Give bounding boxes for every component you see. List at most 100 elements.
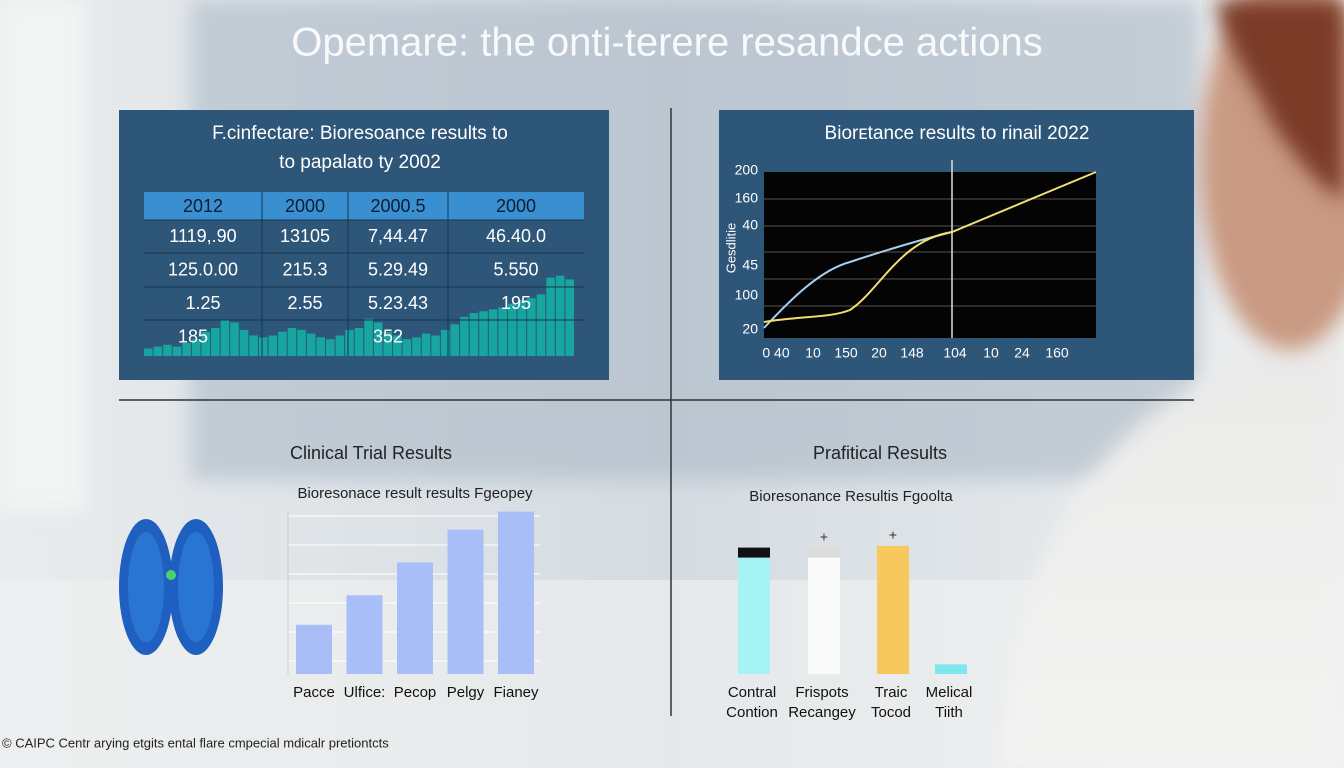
hair: [1215, 0, 1344, 200]
table-cell: 352: [373, 326, 403, 346]
y-tick-label: 100: [735, 287, 759, 303]
bar-cap: [808, 547, 840, 558]
histogram-bar: [393, 335, 402, 356]
person: [1000, 0, 1344, 768]
table-cell: 185: [178, 326, 208, 346]
x-tick-label: Contion: [726, 704, 778, 721]
x-tick-label: 10: [983, 345, 999, 361]
bar-marker: +: [820, 528, 828, 544]
histogram-bar: [163, 344, 172, 356]
brain-detail: [128, 532, 164, 642]
x-tick-label: Fianey: [493, 684, 539, 701]
bar: [738, 547, 770, 674]
bar: [877, 546, 909, 674]
chart-subtitle: Bioresonace result results Fgeopey: [297, 485, 533, 502]
x-tick-label: Pacce: [293, 684, 335, 701]
histogram-bar: [239, 329, 249, 356]
x-tick-label: Recangey: [788, 704, 856, 721]
histogram-bar: [536, 294, 546, 356]
histogram-bar: [421, 333, 431, 356]
histogram-bar: [316, 337, 325, 356]
table-cell: 5.550: [493, 259, 538, 279]
y-tick-label: 20: [742, 321, 758, 337]
x-tick-label: 148: [900, 345, 924, 361]
bar: [447, 529, 484, 674]
histogram-bar: [431, 335, 440, 356]
histogram-bar: [412, 337, 421, 356]
y-axis-label: Gesdlitie: [723, 223, 738, 274]
histogram-bar: [268, 335, 278, 356]
histogram-bar: [354, 328, 364, 356]
histogram-bar: [220, 320, 230, 356]
line-panel: Biorᴇtance results to rinail 2022 Gesdli…: [719, 110, 1194, 380]
bar: [346, 595, 383, 674]
bar: [397, 562, 433, 674]
brain-icon: [119, 519, 223, 655]
histogram-bar: [479, 311, 488, 356]
y-tick-label: 160: [735, 190, 759, 206]
histogram-bar: [144, 348, 153, 356]
x-tick-label: Tocod: [871, 704, 911, 721]
histogram-bar: [230, 322, 239, 356]
x-tick-label: Melical: [926, 684, 973, 701]
histogram-bar: [249, 335, 258, 356]
histogram-bar: [450, 324, 460, 356]
histogram-bar: [191, 339, 201, 356]
x-tick-label: 104: [943, 345, 967, 361]
chart-title: Clinical Trial Results: [290, 443, 452, 463]
histogram-bar: [565, 279, 574, 356]
histogram-bar: [306, 333, 316, 356]
x-tick-label: 0 40: [762, 345, 789, 361]
panel-title: F.cinfectare: Bioresoance results to: [212, 123, 508, 144]
histogram-bar: [211, 328, 220, 356]
table-cell: 195: [501, 293, 531, 313]
histogram-bar: [287, 328, 297, 356]
panel-title: to papalato ty 2002: [279, 152, 441, 173]
histogram-bar: [469, 313, 479, 356]
table-header-cell: 2000: [285, 196, 325, 216]
table-cell: 13105: [280, 226, 330, 246]
table-header-cell: 2000.5: [370, 196, 425, 216]
table-cell: 7,44.47: [368, 226, 428, 246]
bar: [498, 511, 534, 674]
x-tick-label: Tiith: [935, 704, 963, 721]
table-header-cell: 2000: [496, 196, 536, 216]
y-tick-label: 45: [742, 257, 758, 273]
curve: [763, 171, 1097, 323]
histogram-bar: [373, 322, 383, 356]
y-tick-label: 200: [735, 162, 759, 178]
x-tick-label: 150: [834, 345, 858, 361]
wall: [0, 0, 85, 510]
plot-area: [764, 172, 1096, 338]
table-cell: 125.0.00: [168, 259, 238, 279]
brain-spot: [166, 570, 176, 580]
table-cell: 215.3: [282, 259, 327, 279]
x-tick-label: Frispots: [795, 684, 848, 701]
table-cell: 46.40.0: [486, 226, 546, 246]
histogram-bar: [278, 331, 287, 356]
bar-cap: [738, 547, 770, 558]
y-tick-label: 40: [742, 217, 758, 233]
histogram-bar: [527, 298, 536, 356]
curve: [763, 231, 953, 329]
footer: © CAIPC Centr arying etgits ental flare …: [2, 735, 389, 750]
histogram-bar: [325, 339, 335, 356]
histogram-bar: [153, 346, 163, 356]
histogram-bar: [335, 335, 345, 356]
histogram-bar: [460, 316, 469, 356]
histogram-bar: [182, 342, 191, 356]
histogram-bar: [402, 339, 412, 356]
table-cell: 1.25: [185, 293, 220, 313]
histogram-bar: [172, 346, 182, 356]
bar: [296, 624, 332, 674]
bar: [935, 664, 967, 674]
table-cell: 5.23.43: [368, 293, 428, 313]
table-header-cell: 2012: [183, 196, 223, 216]
histogram-bar: [555, 275, 565, 356]
x-tick-label: Ulfice:: [344, 684, 386, 701]
chart-subtitle: Bioresonance Resultis Fgoolta: [749, 488, 953, 505]
histogram-bar: [517, 300, 527, 356]
histogram-bar: [297, 329, 306, 356]
